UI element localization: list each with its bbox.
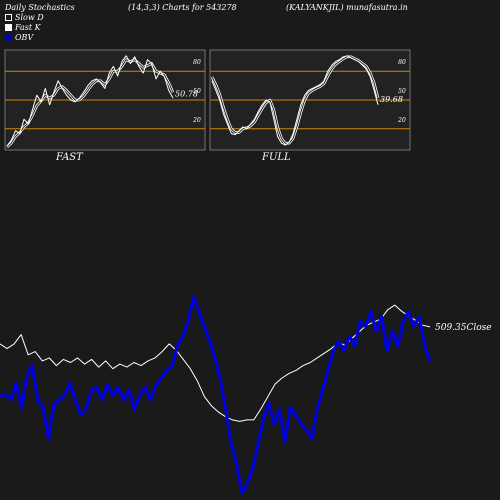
fast-level-label-20: 20 bbox=[192, 117, 201, 124]
full-panel-label: FULL bbox=[262, 152, 291, 163]
series-obv bbox=[0, 295, 432, 495]
fast-panel-label: FAST bbox=[56, 152, 83, 163]
legend-swatch-obv bbox=[5, 34, 12, 41]
full-series-slow-d bbox=[211, 56, 379, 144]
full-series-fast-k bbox=[211, 55, 379, 146]
legend-swatch-fast-k bbox=[5, 24, 12, 31]
close-last-value-label: 509.35Close bbox=[435, 323, 492, 333]
fast-series-fast-k bbox=[6, 55, 174, 147]
legend-obv: OBV bbox=[5, 33, 33, 42]
legend-label-obv: OBV bbox=[15, 33, 34, 42]
full-level-label-50: 50 bbox=[398, 88, 406, 95]
fast-level-label-50: 50 bbox=[193, 88, 201, 95]
full-last-value-label: 39.68 bbox=[380, 95, 403, 104]
legend-label-slow-d: Slow D bbox=[15, 13, 44, 22]
legend-slow-d: Slow D bbox=[5, 13, 44, 22]
full-level-label-80: 80 bbox=[398, 59, 406, 66]
chart-title: Daily Stochastics bbox=[5, 3, 75, 12]
legend-swatch-slow-d bbox=[5, 14, 12, 21]
chart-subtitle: (14,3,3) Charts for 543278 bbox=[128, 3, 237, 12]
legend-fast-k: Fast K bbox=[5, 23, 41, 32]
fast-last-value-label: 50.78 bbox=[175, 89, 198, 98]
fast-level-label-80: 80 bbox=[193, 59, 201, 66]
legend-label-fast-k: Fast K bbox=[15, 23, 41, 32]
full-level-label-20: 20 bbox=[397, 117, 406, 124]
chart-source: (KALYANKJIL) munafasutra.in bbox=[286, 3, 408, 12]
